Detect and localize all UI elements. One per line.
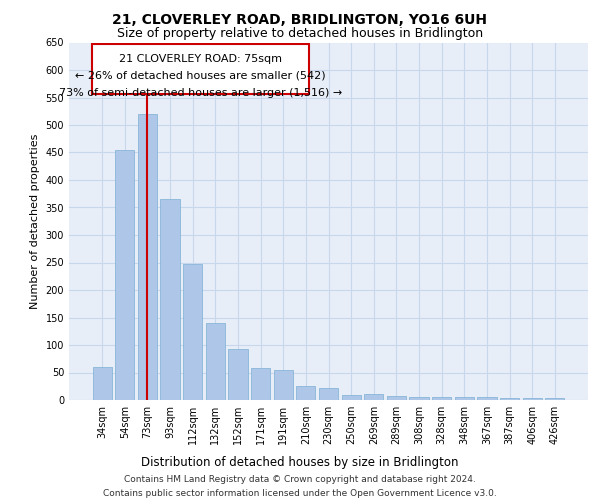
Bar [274, 370, 293, 400]
Bar [229, 350, 248, 400]
Bar [409, 396, 428, 400]
Bar [138, 114, 157, 400]
Bar [455, 397, 474, 400]
Bar [115, 150, 134, 400]
Bar [206, 323, 225, 400]
Bar [387, 396, 406, 400]
Text: Contains HM Land Registry data © Crown copyright and database right 2024.
Contai: Contains HM Land Registry data © Crown c… [103, 476, 497, 498]
Text: 21, CLOVERLEY ROAD, BRIDLINGTON, YO16 6UH: 21, CLOVERLEY ROAD, BRIDLINGTON, YO16 6U… [113, 12, 487, 26]
Bar [296, 386, 316, 400]
Bar [432, 397, 451, 400]
Bar [183, 264, 202, 400]
Text: ← 26% of detached houses are smaller (542): ← 26% of detached houses are smaller (54… [75, 70, 326, 81]
Bar [319, 388, 338, 400]
Bar [160, 199, 180, 400]
Text: 73% of semi-detached houses are larger (1,516) →: 73% of semi-detached houses are larger (… [59, 88, 342, 98]
Bar [545, 398, 565, 400]
Bar [92, 367, 112, 400]
Text: Distribution of detached houses by size in Bridlington: Distribution of detached houses by size … [141, 456, 459, 469]
Bar [500, 398, 519, 400]
Text: 21 CLOVERLEY ROAD: 75sqm: 21 CLOVERLEY ROAD: 75sqm [119, 54, 281, 64]
Bar [341, 394, 361, 400]
Bar [477, 397, 497, 400]
Bar [251, 368, 270, 400]
Y-axis label: Number of detached properties: Number of detached properties [30, 134, 40, 309]
Text: Size of property relative to detached houses in Bridlington: Size of property relative to detached ho… [117, 28, 483, 40]
Bar [523, 398, 542, 400]
Bar [364, 394, 383, 400]
FancyBboxPatch shape [92, 44, 309, 94]
